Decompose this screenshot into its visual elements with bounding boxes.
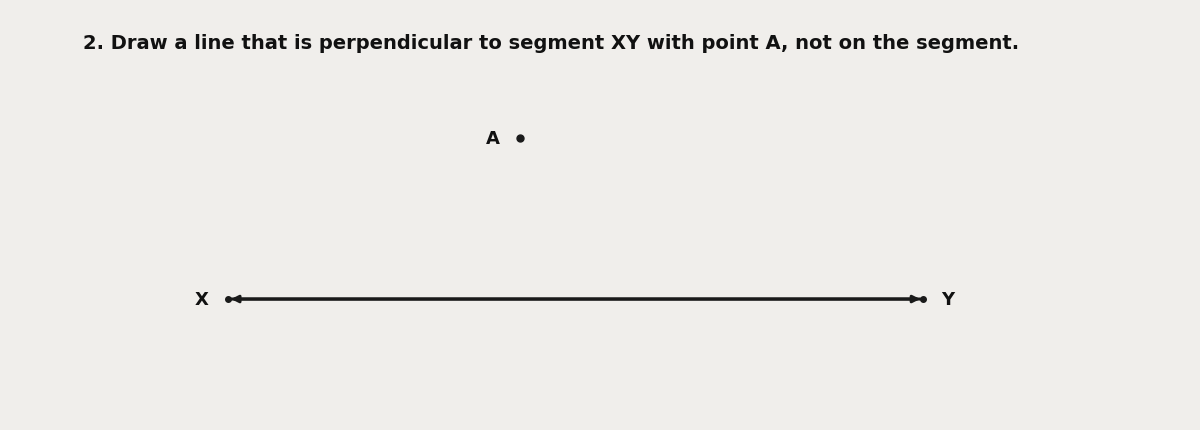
Text: 2. Draw a line that is perpendicular to segment XY with point A, not on the segm: 2. Draw a line that is perpendicular to … [83, 34, 1019, 52]
Text: X: X [194, 290, 208, 308]
Text: A: A [486, 130, 499, 148]
Text: Y: Y [941, 290, 954, 308]
